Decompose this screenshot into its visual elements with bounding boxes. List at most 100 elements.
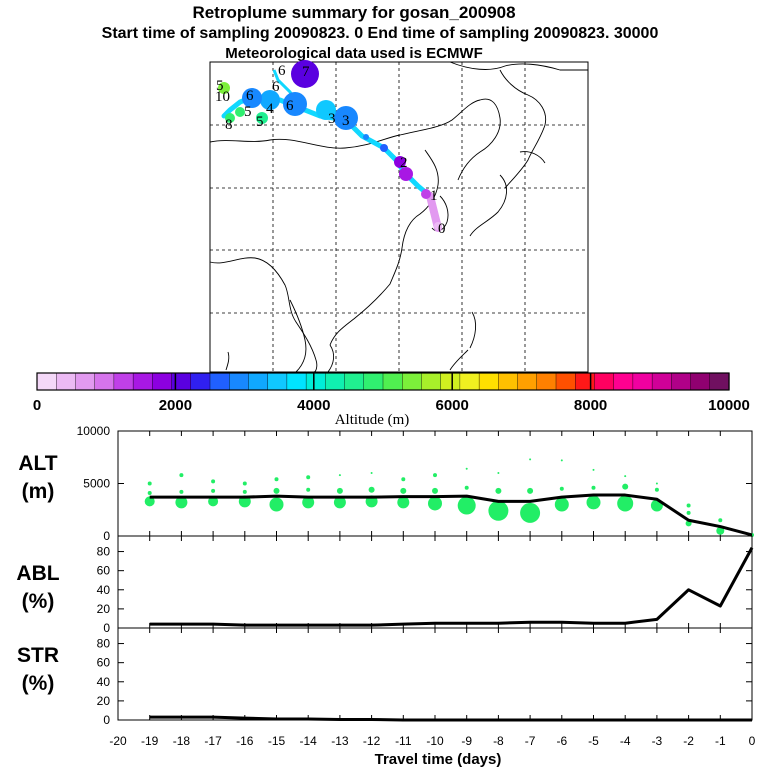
colorbar-swatch bbox=[421, 372, 442, 391]
panel-ylabel: ABL bbox=[16, 562, 59, 585]
colorbar-tick-label: 2000 bbox=[159, 397, 192, 414]
x-tick-label: -12 bbox=[363, 734, 381, 748]
particle-cluster bbox=[586, 495, 601, 510]
plume-blob bbox=[363, 134, 369, 140]
colorbar-swatch bbox=[651, 372, 672, 391]
colorbar-swatch bbox=[613, 372, 634, 391]
y-tick-label: 0 bbox=[103, 529, 110, 543]
x-tick-label: -17 bbox=[204, 734, 222, 748]
x-tick-label: -8 bbox=[493, 734, 504, 748]
colorbar-tick-label: 8000 bbox=[574, 397, 607, 414]
colorbar-tick-label: 6000 bbox=[436, 397, 469, 414]
plume-blob bbox=[256, 112, 268, 124]
day-marker-label: 5 bbox=[216, 78, 224, 94]
y-tick-label: 0 bbox=[103, 713, 110, 727]
colorbar-swatch bbox=[363, 372, 384, 391]
y-tick-label: 80 bbox=[97, 637, 111, 651]
colorbar-swatch bbox=[478, 372, 499, 391]
particle-cluster bbox=[211, 479, 216, 484]
x-tick-label: 0 bbox=[749, 734, 756, 748]
x-tick-label: -10 bbox=[426, 734, 444, 748]
series-line bbox=[149, 715, 752, 722]
particle-cluster bbox=[401, 477, 406, 482]
sampling-period: Start time of sampling 20090823. 0 End t… bbox=[101, 25, 659, 42]
colorbar-swatch bbox=[382, 372, 403, 391]
colorbar-swatch bbox=[286, 372, 307, 391]
colorbar-swatch bbox=[344, 372, 365, 391]
particle-cluster bbox=[497, 472, 500, 474]
particle-cluster bbox=[686, 503, 691, 508]
colorbar-swatch bbox=[267, 372, 288, 391]
colorbar-swatch bbox=[632, 372, 653, 391]
panel-ylabel: (%) bbox=[22, 590, 55, 613]
plume-blob bbox=[421, 189, 431, 199]
particle-cluster bbox=[274, 477, 279, 482]
colorbar-swatch bbox=[671, 372, 692, 391]
particle-cluster bbox=[529, 458, 532, 461]
colorbar-swatch bbox=[575, 372, 596, 391]
y-tick-label: 40 bbox=[97, 675, 111, 689]
colorbar-swatch bbox=[402, 372, 423, 391]
colorbar-swatch bbox=[132, 372, 153, 391]
colorbar-swatch bbox=[75, 372, 96, 391]
x-tick-label: -4 bbox=[620, 734, 631, 748]
colorbar-swatch bbox=[171, 372, 192, 391]
plume-blob bbox=[291, 60, 319, 88]
panel-ylabel: (m) bbox=[22, 480, 55, 503]
x-tick-label: -7 bbox=[525, 734, 536, 748]
panel-ylabel: (%) bbox=[22, 672, 55, 695]
colorbar-swatch bbox=[113, 372, 134, 391]
day-marker-label: 0 bbox=[438, 221, 446, 237]
plume-blob bbox=[283, 92, 307, 116]
particle-cluster bbox=[488, 500, 509, 521]
colorbar-swatch bbox=[248, 372, 269, 391]
particle-cluster bbox=[464, 485, 469, 490]
particle-cluster bbox=[269, 497, 284, 512]
colorbar-swatch bbox=[56, 372, 77, 391]
particle-cluster bbox=[457, 496, 476, 515]
plume-blob bbox=[225, 113, 235, 123]
particle-cluster bbox=[370, 472, 373, 474]
x-axis-label: Travel time (days) bbox=[375, 751, 502, 768]
panel-frame bbox=[117, 627, 753, 721]
x-tick-label: -1 bbox=[715, 734, 726, 748]
particle-cluster bbox=[144, 496, 155, 507]
particle-cluster bbox=[368, 486, 375, 493]
y-tick-label: 40 bbox=[97, 583, 111, 597]
panel-ylabel: STR bbox=[17, 644, 59, 667]
particle-cluster bbox=[333, 496, 346, 509]
day-marker-label: 5 bbox=[244, 104, 252, 120]
x-tick-label: -2 bbox=[683, 734, 694, 748]
colorbar-swatch bbox=[536, 372, 557, 391]
day-marker-label: 6 bbox=[246, 88, 254, 104]
day-marker-label: 3 bbox=[328, 111, 336, 127]
colorbar-swatch bbox=[440, 372, 461, 391]
plume-blob bbox=[434, 222, 442, 230]
x-tick-label: -6 bbox=[556, 734, 567, 748]
y-tick-label: 5000 bbox=[83, 477, 110, 491]
particle-cluster bbox=[175, 496, 188, 509]
particle-cluster bbox=[527, 487, 534, 494]
plume-blob bbox=[242, 88, 262, 108]
particle-cluster bbox=[306, 487, 311, 492]
colorbar-swatch bbox=[709, 372, 730, 391]
time-series-panels: ALT (m) 0 5000 10000 ABL (%) 0 20 40 60 80 STR (%) 0 20… bbox=[16, 424, 755, 768]
particle-cluster bbox=[718, 518, 723, 523]
x-tick-label: -14 bbox=[300, 734, 318, 748]
particle-cluster bbox=[242, 481, 247, 486]
day-marker-label: 10 bbox=[215, 89, 230, 105]
day-marker-label: 8 bbox=[225, 117, 233, 133]
plume-blob bbox=[316, 100, 336, 120]
particle-cluster bbox=[179, 473, 184, 478]
particle-cluster bbox=[432, 487, 438, 494]
x-tick-label: -3 bbox=[652, 734, 663, 748]
coastlines bbox=[209, 61, 588, 373]
day-marker-label: 2 bbox=[400, 155, 408, 171]
particle-cluster bbox=[520, 502, 541, 523]
colorbar-swatch bbox=[690, 372, 711, 391]
particle-cluster bbox=[716, 526, 725, 535]
colorbar-swatch bbox=[94, 372, 115, 391]
